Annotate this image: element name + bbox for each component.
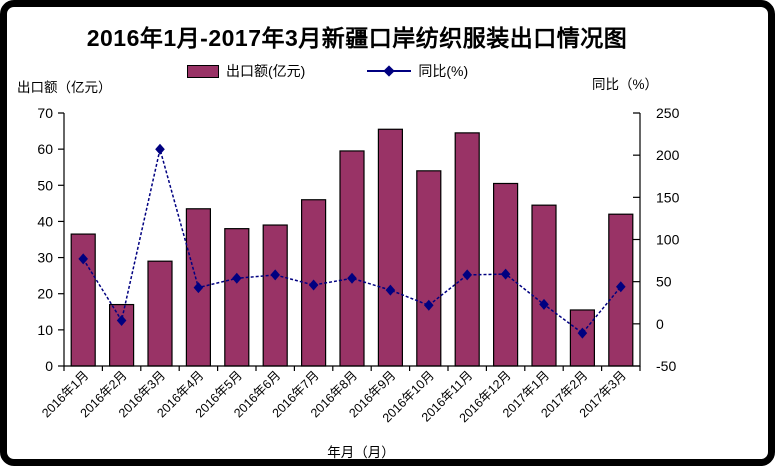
right-axis-tick-label: 0	[656, 316, 664, 332]
left-axis-tick-label: 40	[37, 213, 53, 229]
legend-item-export: 出口额(亿元)	[187, 61, 305, 81]
export-bar	[224, 228, 250, 367]
legend-export-label: 出口额(亿元)	[226, 63, 306, 79]
left-axis-tick-label: 70	[37, 105, 53, 121]
export-bar	[262, 224, 288, 367]
yoy-point-diamond-icon	[78, 253, 88, 265]
legend-item-yoy: 同比(%)	[367, 61, 468, 81]
yoy-point-diamond-icon	[577, 327, 588, 339]
bars-group	[70, 128, 634, 367]
export-bar	[339, 150, 365, 367]
x-axis-ticks	[63, 366, 641, 371]
line-series-marker-icon	[367, 65, 412, 77]
export-bar	[147, 260, 173, 367]
yoy-point-diamond-icon	[616, 281, 626, 293]
left-axis-tick-label: 0	[45, 358, 53, 374]
export-bar	[416, 170, 442, 367]
right-axis-ticks	[633, 112, 640, 367]
yoy-markers	[78, 143, 626, 339]
yoy-point-diamond-icon	[462, 269, 472, 281]
export-bar	[70, 233, 96, 367]
export-bar	[569, 309, 596, 367]
yoy-point-diamond-icon	[232, 272, 242, 284]
yoy-line	[82, 149, 622, 335]
export-bar	[108, 303, 135, 367]
x-category-labels: 2016年1月2016年2月2016年3月2016年4月2016年5月2016年…	[39, 368, 629, 425]
yoy-point-diamond-icon	[539, 298, 549, 310]
yoy-point-diamond-icon	[385, 284, 396, 296]
chart-title: 2016年1月-2017年3月新疆口岸纺织服装出口情况图	[86, 25, 628, 51]
yoy-point-diamond-icon	[500, 268, 511, 280]
bar-series-swatch-icon	[187, 64, 219, 78]
export-bar	[531, 204, 557, 367]
yoy-point-diamond-icon	[308, 279, 319, 291]
yoy-point-diamond-icon	[193, 282, 204, 294]
right-axis-unit-label: 同比（%）	[592, 77, 659, 92]
left-axis-tick-label: 60	[37, 141, 53, 157]
left-axis-tick-label: 30	[37, 250, 53, 266]
x-axis-title: 年月（月）	[327, 445, 395, 460]
right-axis-tick-label: 100	[656, 232, 680, 248]
left-axis-unit-label: 出口额（亿元）	[17, 80, 112, 95]
yoy-point-diamond-icon	[347, 272, 357, 284]
right-axis-tick-label: 250	[656, 105, 680, 121]
yoy-point-diamond-icon	[155, 143, 165, 155]
left-axis-tick-label: 20	[37, 286, 53, 302]
legend: 出口额(亿元) 同比(%)	[187, 62, 468, 80]
yoy-point-diamond-icon	[270, 269, 280, 281]
left-axis-ticks	[58, 112, 64, 367]
right-axis-tick-label: 50	[656, 274, 672, 290]
right-axis-tick-label: 150	[656, 189, 680, 205]
right-axis-tick-label: -50	[656, 358, 676, 374]
left-axis-tick-label: 50	[37, 177, 53, 193]
export-bar	[377, 128, 403, 367]
yoy-point-diamond-icon	[424, 299, 434, 311]
legend-yoy-label: 同比(%)	[418, 63, 469, 79]
right-axis-tick-label: 200	[656, 147, 680, 163]
export-bar	[454, 132, 480, 367]
chart-plot: 0 10 20 30 40 50 60 70 -50 0 50 100 150 200 250 2016年1月…	[37, 105, 680, 460]
left-axis-tick-label: 10	[37, 322, 53, 338]
yoy-point-diamond-icon	[116, 314, 127, 326]
